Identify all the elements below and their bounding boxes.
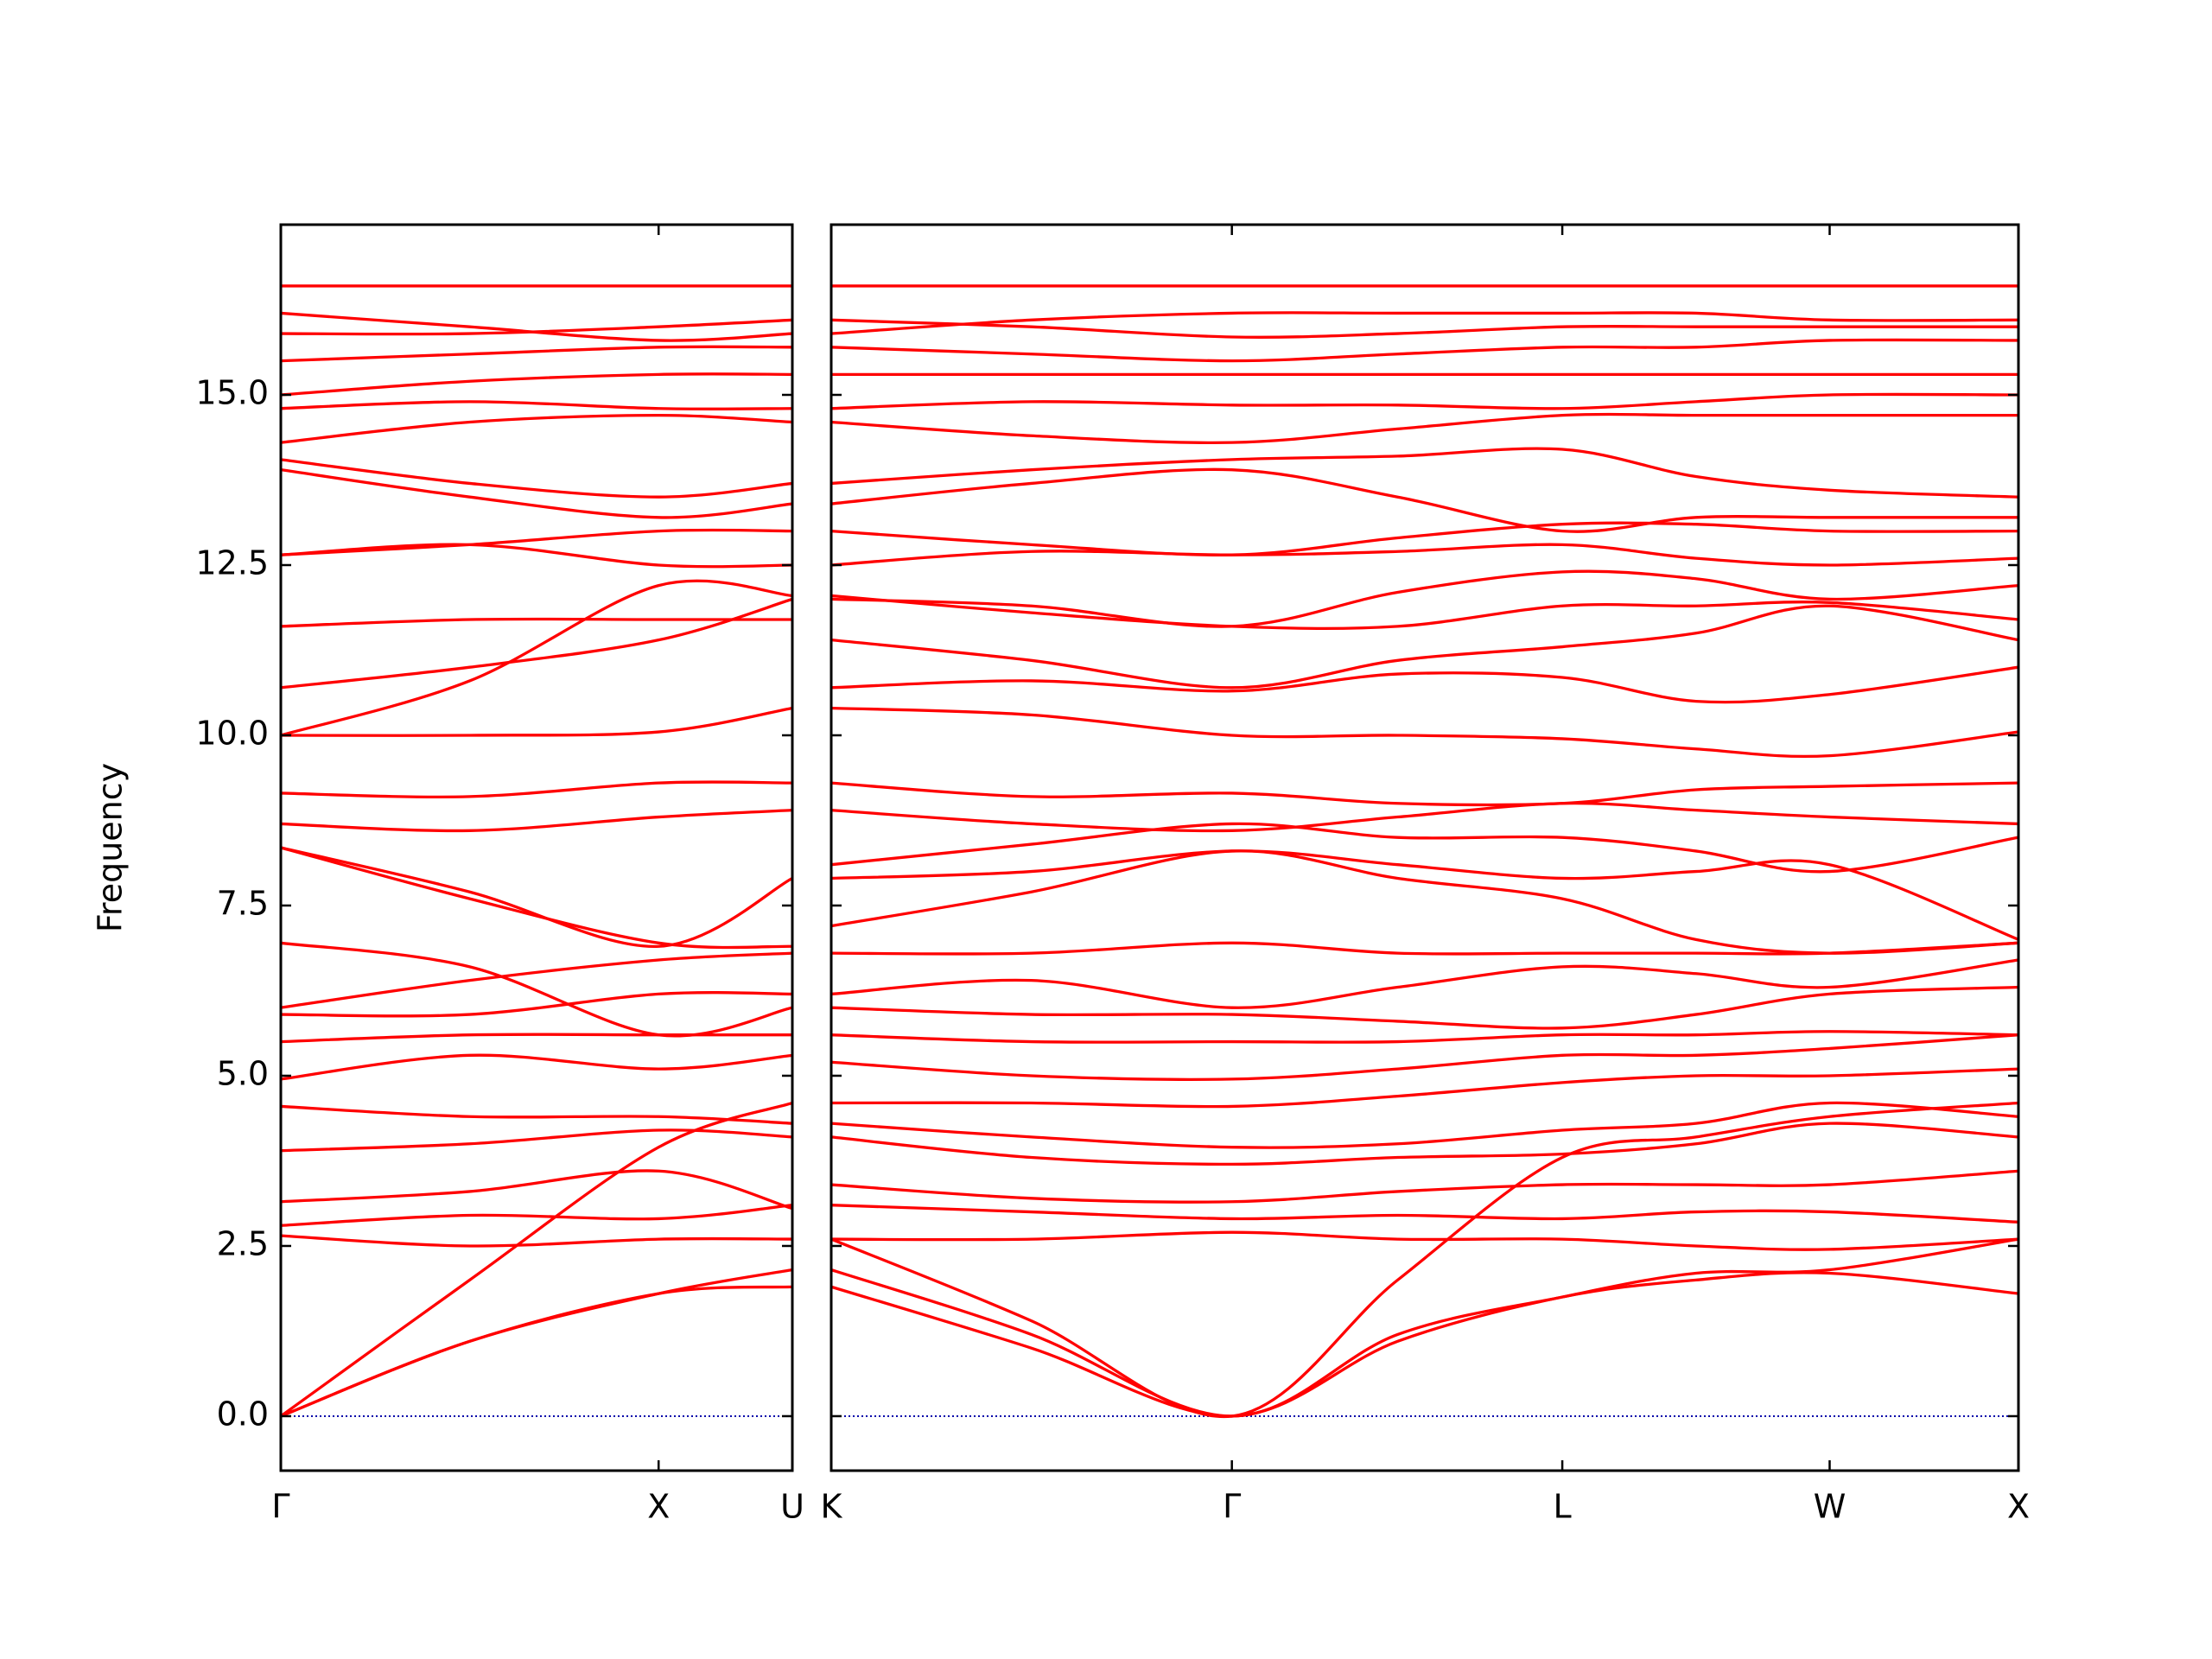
band-line [830,392,2019,410]
band-line [280,941,793,1038]
band-line [830,849,2019,955]
band-line [280,413,793,444]
band-line [280,345,793,363]
band-line [830,447,2019,499]
band-line [830,985,2019,1030]
band-line [280,706,793,737]
band-line [280,458,793,499]
band-line [280,311,793,342]
band-line [830,1204,2019,1224]
band-line [830,1033,2019,1081]
x-tick-label: Γ [271,1488,289,1526]
x-tick-label: W [1814,1488,1847,1526]
band-line [830,594,2019,631]
x-tick-label: X [2007,1488,2030,1526]
band-line [830,801,2019,833]
band-line [280,597,793,690]
band-line [280,1234,793,1248]
band-line [830,958,2019,1009]
band-line [280,1204,793,1227]
band-line [280,991,793,1018]
band-line [830,822,2019,874]
band-line [280,1268,793,1418]
y-tick-label: 0.0 [217,1395,269,1433]
band-line [830,521,2019,556]
band-line [830,412,2018,445]
band-line [280,1053,793,1081]
band-line [280,809,793,833]
y-tick-label: 2.5 [217,1224,269,1262]
band-line [830,665,2019,704]
y-tick-label: 12.5 [195,543,269,582]
plot-frame [279,223,794,1472]
band-line [280,1169,793,1211]
band-line [280,1285,793,1418]
band-line [280,846,793,950]
y-tick-label: 5.0 [217,1054,269,1092]
band-line [830,849,2019,941]
band-line [280,543,793,569]
band-line [830,1030,2019,1044]
plot-frame [830,223,2020,1472]
band-line [280,1101,793,1418]
band-line [280,1104,793,1125]
band-line [830,311,2019,335]
band-line [830,543,2019,567]
x-tick-label: Γ [1223,1488,1241,1526]
y-axis-label: Frequency [92,763,130,932]
y-tick-label: 15.0 [195,373,269,411]
x-tick-label: K [821,1488,843,1526]
band-line [280,528,793,556]
band-line [280,318,793,336]
band-line [830,604,2019,690]
band-line [830,781,2019,807]
y-tick-label: 10.0 [195,714,269,752]
band-line [830,338,2019,363]
band-line [280,617,792,628]
band-line [830,706,2019,759]
band-line [830,1101,2019,1419]
band-line [830,1230,2019,1251]
x-tick-label: L [1553,1488,1571,1526]
band-line [830,1237,2019,1418]
band-line [830,1271,2019,1418]
band-line [280,951,793,1009]
band-line [830,318,2018,339]
band-line [830,1067,2019,1109]
band-line [830,1101,2019,1149]
band-line [280,579,793,737]
x-tick-label: U [780,1488,804,1526]
band-line [830,467,2018,533]
band-line [830,1169,2019,1204]
band-line [280,1033,792,1044]
band-line [280,400,793,410]
y-tick-label: 7.5 [217,884,269,922]
band-line [280,468,793,519]
band-line [280,372,793,397]
band-line [830,1122,2019,1166]
band-line [280,846,793,948]
band-line [830,569,2019,628]
x-tick-label: X [647,1488,670,1526]
band-line [280,780,793,798]
band-line [280,1128,793,1153]
